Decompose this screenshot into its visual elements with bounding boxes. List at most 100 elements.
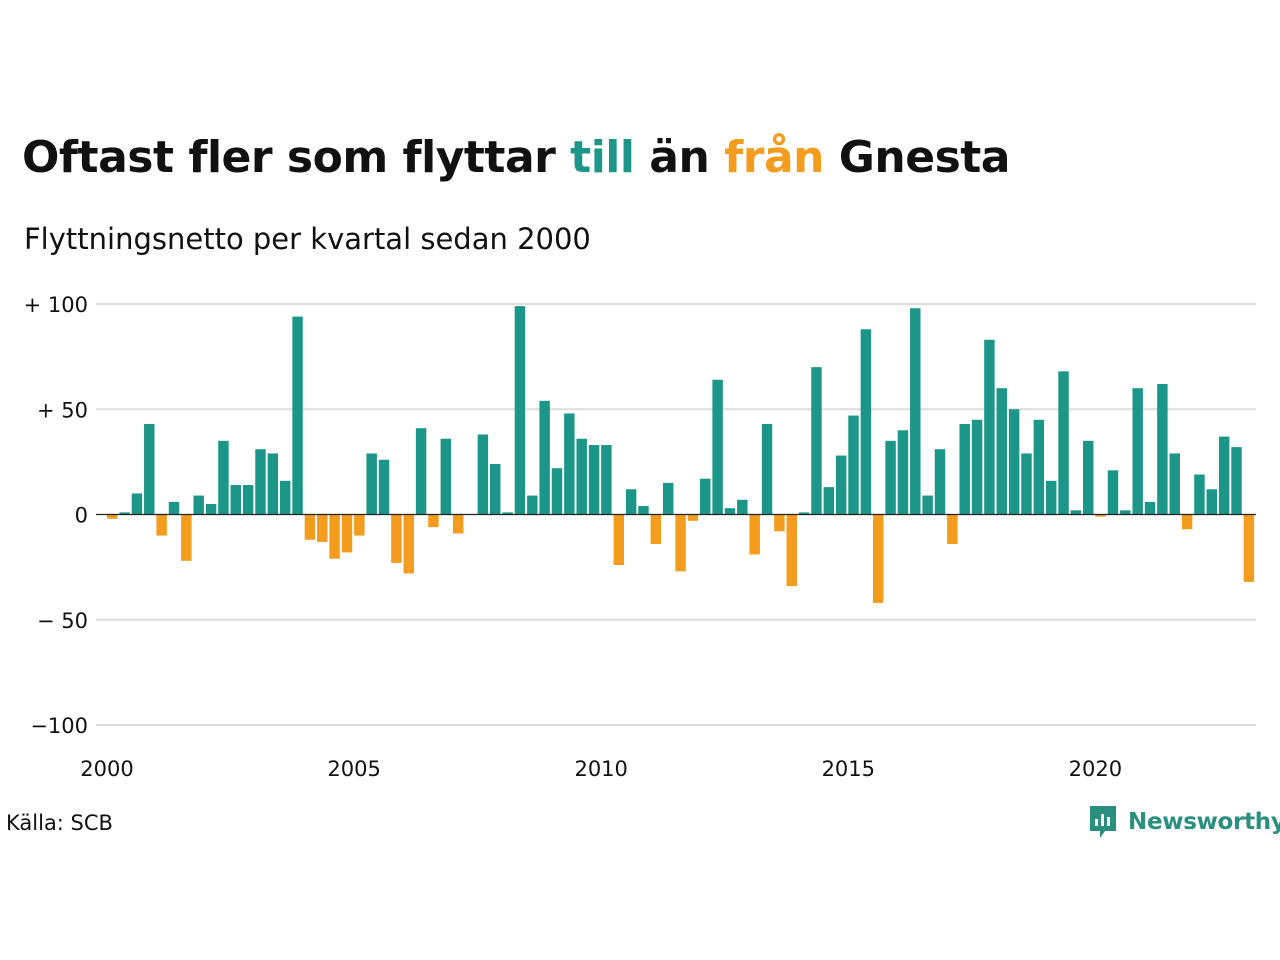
bar	[1095, 514, 1106, 517]
title-negative-word: från	[724, 132, 824, 183]
bar	[255, 449, 266, 515]
bar	[205, 503, 217, 515]
bar	[996, 388, 1007, 515]
bar	[712, 379, 723, 515]
bar	[366, 453, 377, 515]
bar	[1045, 480, 1057, 515]
bar	[279, 480, 291, 515]
bar	[119, 512, 130, 515]
y-tick-label: −100	[30, 714, 88, 738]
bar	[749, 514, 760, 555]
bar	[848, 415, 859, 515]
chart-title: Oftast fler som flyttar till än från Gne…	[22, 132, 1010, 183]
title-part-1: Oftast fler som flyttar	[22, 132, 571, 183]
bar	[1181, 514, 1193, 530]
bar	[737, 499, 748, 515]
title-part-3: Gnesta	[823, 132, 1011, 183]
bar	[1070, 510, 1082, 515]
bar	[242, 485, 254, 515]
bar	[428, 514, 439, 528]
bar	[1157, 383, 1168, 515]
bar	[897, 430, 909, 515]
bar	[168, 501, 180, 515]
bar	[490, 463, 501, 515]
bar	[984, 339, 995, 515]
bar	[1120, 510, 1131, 515]
y-axis-labels: + 100 + 50 0 − 50 −100	[24, 293, 88, 738]
bar	[910, 308, 921, 515]
bar	[1033, 419, 1045, 515]
bar	[181, 514, 192, 561]
x-tick-label: 2010	[574, 757, 627, 781]
title-part-2: än	[634, 132, 725, 183]
bar	[971, 419, 983, 515]
bar	[1206, 489, 1218, 515]
bar	[811, 367, 822, 515]
y-tick-label: + 100	[24, 293, 88, 317]
bar	[576, 438, 587, 515]
bar	[1194, 474, 1205, 515]
bar	[502, 512, 513, 515]
bar	[650, 514, 662, 544]
bar	[341, 514, 353, 553]
x-tick-label: 2020	[1069, 757, 1122, 781]
bar	[947, 514, 958, 544]
bar-chart: + 100 + 50 0 − 50 −100 2000 2005 2010 2015 2020	[24, 293, 1256, 781]
bar	[218, 440, 229, 515]
bar	[922, 495, 933, 515]
bar	[1243, 514, 1255, 582]
bar	[724, 508, 736, 515]
bar	[527, 495, 538, 515]
bars	[107, 306, 1255, 603]
bar	[193, 495, 204, 515]
bar	[774, 514, 785, 532]
y-tick-label: 0	[75, 504, 88, 528]
x-tick-label: 2005	[327, 757, 380, 781]
bar	[786, 514, 797, 587]
brand-name: Newsworthy	[1128, 809, 1280, 835]
bar	[1083, 440, 1094, 515]
title-positive-word: till	[570, 132, 635, 183]
bar	[1218, 436, 1230, 515]
bar	[638, 506, 649, 515]
bar	[885, 440, 896, 515]
bar	[564, 413, 575, 515]
y-tick-label: + 50	[37, 398, 88, 422]
source-note: Källa: SCB	[6, 811, 113, 835]
bar	[700, 478, 711, 515]
bar	[823, 487, 835, 515]
bar	[144, 423, 155, 515]
bar	[354, 514, 365, 536]
newsworthy-logo-icon	[1090, 806, 1116, 838]
bar	[1008, 409, 1020, 515]
x-tick-label: 2000	[80, 757, 133, 781]
bar	[304, 514, 316, 540]
newsworthy-logo[interactable]: Newsworthy	[1088, 804, 1280, 840]
chart-subtitle: Flyttningsnetto per kvartal sedan 2000	[24, 222, 591, 256]
bar	[625, 489, 637, 515]
bar	[230, 485, 241, 515]
bar	[107, 514, 118, 519]
bar	[761, 423, 773, 515]
bar	[798, 512, 810, 515]
bar	[860, 329, 872, 515]
bar	[391, 514, 402, 563]
bar	[1058, 371, 1069, 515]
x-axis-labels: 2000 2005 2010 2015 2020	[80, 757, 1122, 781]
bar	[1144, 501, 1156, 515]
x-tick-label: 2015	[822, 757, 875, 781]
bar	[601, 445, 612, 515]
bar	[675, 514, 686, 572]
bar	[317, 514, 328, 542]
bar	[477, 434, 489, 515]
bar	[403, 514, 414, 574]
bar	[1132, 388, 1143, 515]
bar	[1231, 447, 1242, 515]
bar	[267, 453, 279, 515]
bar	[329, 514, 340, 559]
bar	[452, 514, 464, 534]
bar	[873, 514, 884, 603]
bar	[588, 445, 600, 515]
bar	[131, 493, 143, 515]
bar	[613, 514, 624, 566]
